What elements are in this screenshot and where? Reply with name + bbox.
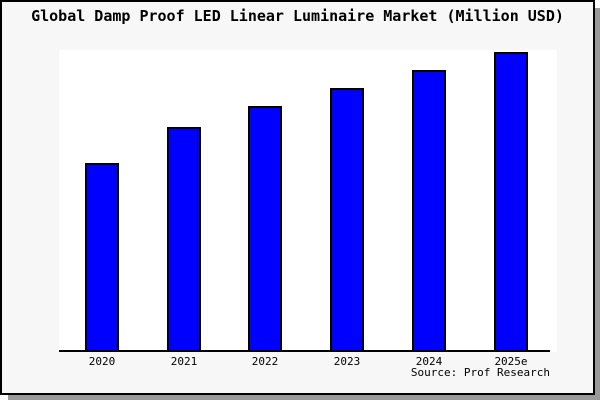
bar-2024 — [412, 70, 446, 352]
x-tick-label-2022: 2022 — [251, 355, 279, 368]
chart-title: Global Damp Proof LED Linear Luminaire M… — [31, 7, 564, 25]
chart-figure: Global Damp Proof LED Linear Luminaire M… — [0, 0, 595, 395]
bar-2020 — [85, 163, 119, 352]
plot-area: 2020 2021 2022 2023 2024 2025e — [59, 50, 557, 368]
bar-2025e — [494, 52, 528, 352]
x-tick-label-2025e: 2025e — [494, 355, 528, 368]
x-tick-label-2021: 2021 — [170, 355, 198, 368]
x-tick-label-2023: 2023 — [333, 355, 361, 368]
x-tick-label-2020: 2020 — [88, 355, 116, 368]
bar-2022 — [248, 106, 282, 352]
x-tick-label-2024: 2024 — [415, 355, 443, 368]
source-attribution: Source: Prof Research — [410, 366, 550, 379]
bar-2023 — [330, 88, 364, 352]
bar-2021 — [167, 127, 201, 352]
x-axis-line — [59, 350, 550, 352]
